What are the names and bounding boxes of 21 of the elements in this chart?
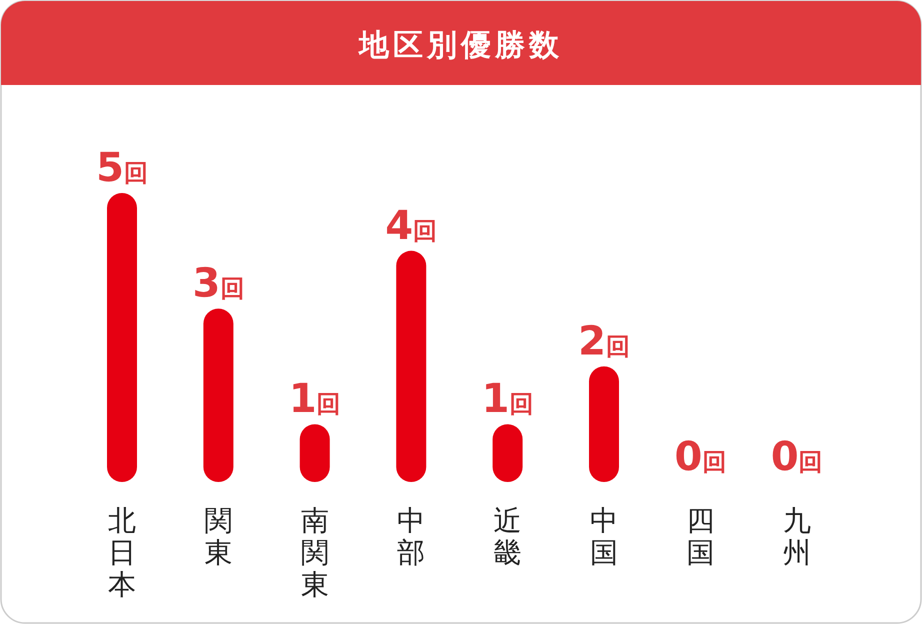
data-label: 0回 <box>770 434 823 480</box>
bar <box>396 250 426 482</box>
data-label: 4回 <box>385 202 438 249</box>
x-tick-label: 九州 <box>782 504 811 569</box>
x-tick-label: 中国 <box>590 504 618 569</box>
x-tick-label: 関東 <box>204 504 232 569</box>
data-label: 3回 <box>192 260 244 307</box>
data-label: 2回 <box>578 318 630 364</box>
data-label: 1回 <box>482 376 534 422</box>
bar <box>589 366 619 482</box>
bar <box>107 193 137 482</box>
x-tick-label: 中部 <box>397 504 426 569</box>
chart-title: 地区別優勝数 <box>357 28 563 63</box>
x-tick-label: 北日本 <box>108 504 136 601</box>
data-label: 5回 <box>96 145 148 191</box>
x-tick-label: 近畿 <box>494 504 522 569</box>
data-label: 1回 <box>288 376 341 422</box>
data-label: 0回 <box>674 434 726 480</box>
bar <box>203 308 234 482</box>
x-tick-label: 南関東 <box>300 504 329 601</box>
x-tick-label: 四国 <box>686 504 714 569</box>
